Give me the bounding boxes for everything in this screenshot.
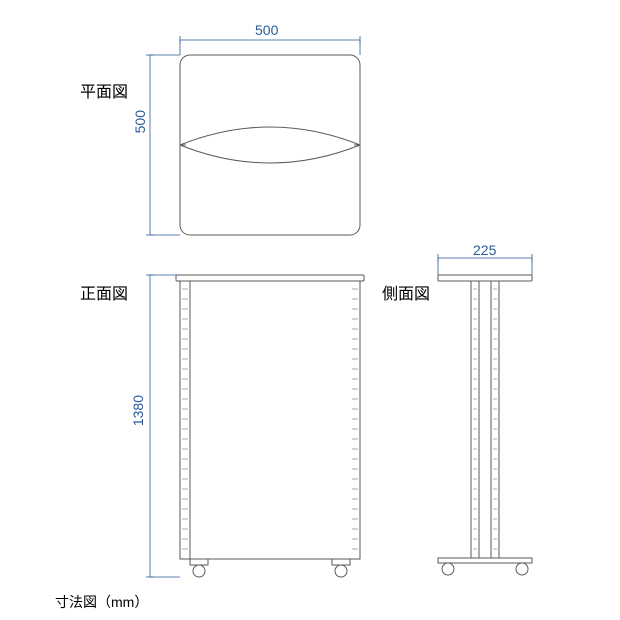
blueprint-svg	[0, 0, 620, 620]
